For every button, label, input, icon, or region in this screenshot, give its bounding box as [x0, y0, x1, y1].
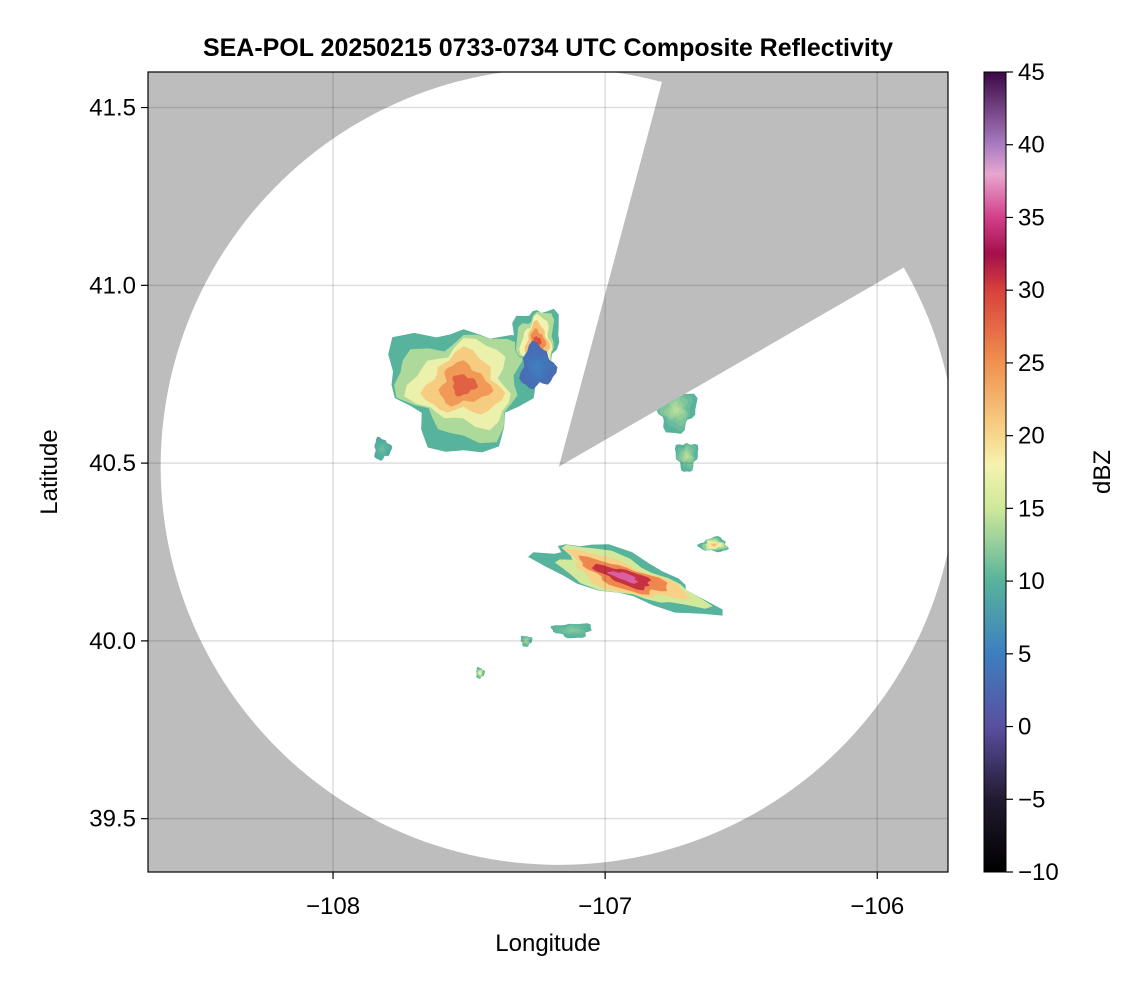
colorbar-gradient — [983, 71, 1007, 873]
x-axis: −108 −107 −106 — [306, 872, 904, 920]
echo-contour — [569, 629, 577, 632]
x-tick-label: −107 — [578, 893, 632, 920]
grid-lines — [148, 72, 948, 872]
y-tick-label: 41.0 — [89, 272, 136, 299]
y-tick-label: 39.5 — [89, 806, 136, 833]
echo-contour — [685, 453, 689, 459]
echo-contour — [711, 543, 717, 547]
plot-area — [147, 71, 949, 873]
echo-cell — [520, 635, 533, 647]
colorbar-ticks: −10 −5 0 5 10 15 20 25 30 35 40 45 — [1006, 59, 1059, 886]
colorbar-tick-label: 20 — [1018, 423, 1045, 450]
echo-cell — [519, 340, 558, 390]
echo-contour — [607, 571, 639, 584]
x-tick-label: −108 — [306, 893, 360, 920]
colorbar-tick-label: 10 — [1018, 568, 1045, 595]
colorbar-tick-label: 30 — [1018, 277, 1045, 304]
x-tick-label: −106 — [850, 893, 904, 920]
colorbar-tick-label: −10 — [1018, 859, 1059, 886]
echo-contour — [380, 446, 384, 451]
plot-frame — [147, 71, 949, 873]
x-axis-label: Longitude — [495, 930, 600, 957]
y-tick-label: 40.0 — [89, 628, 136, 655]
colorbar-label: dBZ — [1089, 450, 1116, 494]
echo-contour — [452, 374, 478, 397]
colorbar-tick-label: 5 — [1018, 641, 1031, 668]
echo-contour — [533, 363, 540, 371]
colorbar-tick-label: 45 — [1018, 59, 1045, 86]
colorbar-tick-label: 35 — [1018, 204, 1045, 231]
colorbar: −10 −5 0 5 10 15 20 25 30 35 40 45 dBZ — [983, 59, 1116, 886]
echo-cell — [388, 329, 541, 453]
colorbar-tick-label: 0 — [1018, 714, 1031, 741]
echo-cell — [528, 544, 723, 616]
y-tick-label: 40.5 — [89, 450, 136, 477]
colorbar-tick-label: 15 — [1018, 495, 1045, 522]
colorbar-tick-label: −5 — [1018, 786, 1045, 813]
echo-cell — [674, 442, 699, 472]
colorbar-tick-label: 40 — [1018, 132, 1045, 159]
echo-contour — [672, 405, 680, 414]
y-axis: 39.5 40.0 40.5 41.0 41.5 — [89, 95, 148, 833]
y-tick-label: 41.5 — [89, 95, 136, 122]
echo-cell — [550, 623, 592, 639]
echo-cell — [697, 536, 729, 553]
reflectivity-echoes — [374, 308, 729, 679]
radar-coverage-area — [160, 72, 948, 865]
chart-title: SEA-POL 20250215 0733-0734 UTC Composite… — [203, 34, 893, 62]
y-axis-label: Latitude — [36, 429, 63, 514]
echo-cell — [374, 436, 392, 461]
colorbar-tick-label: 25 — [1018, 350, 1045, 377]
echo-cell — [476, 666, 486, 679]
echo-contour — [525, 639, 528, 642]
echo-contour — [479, 671, 481, 674]
